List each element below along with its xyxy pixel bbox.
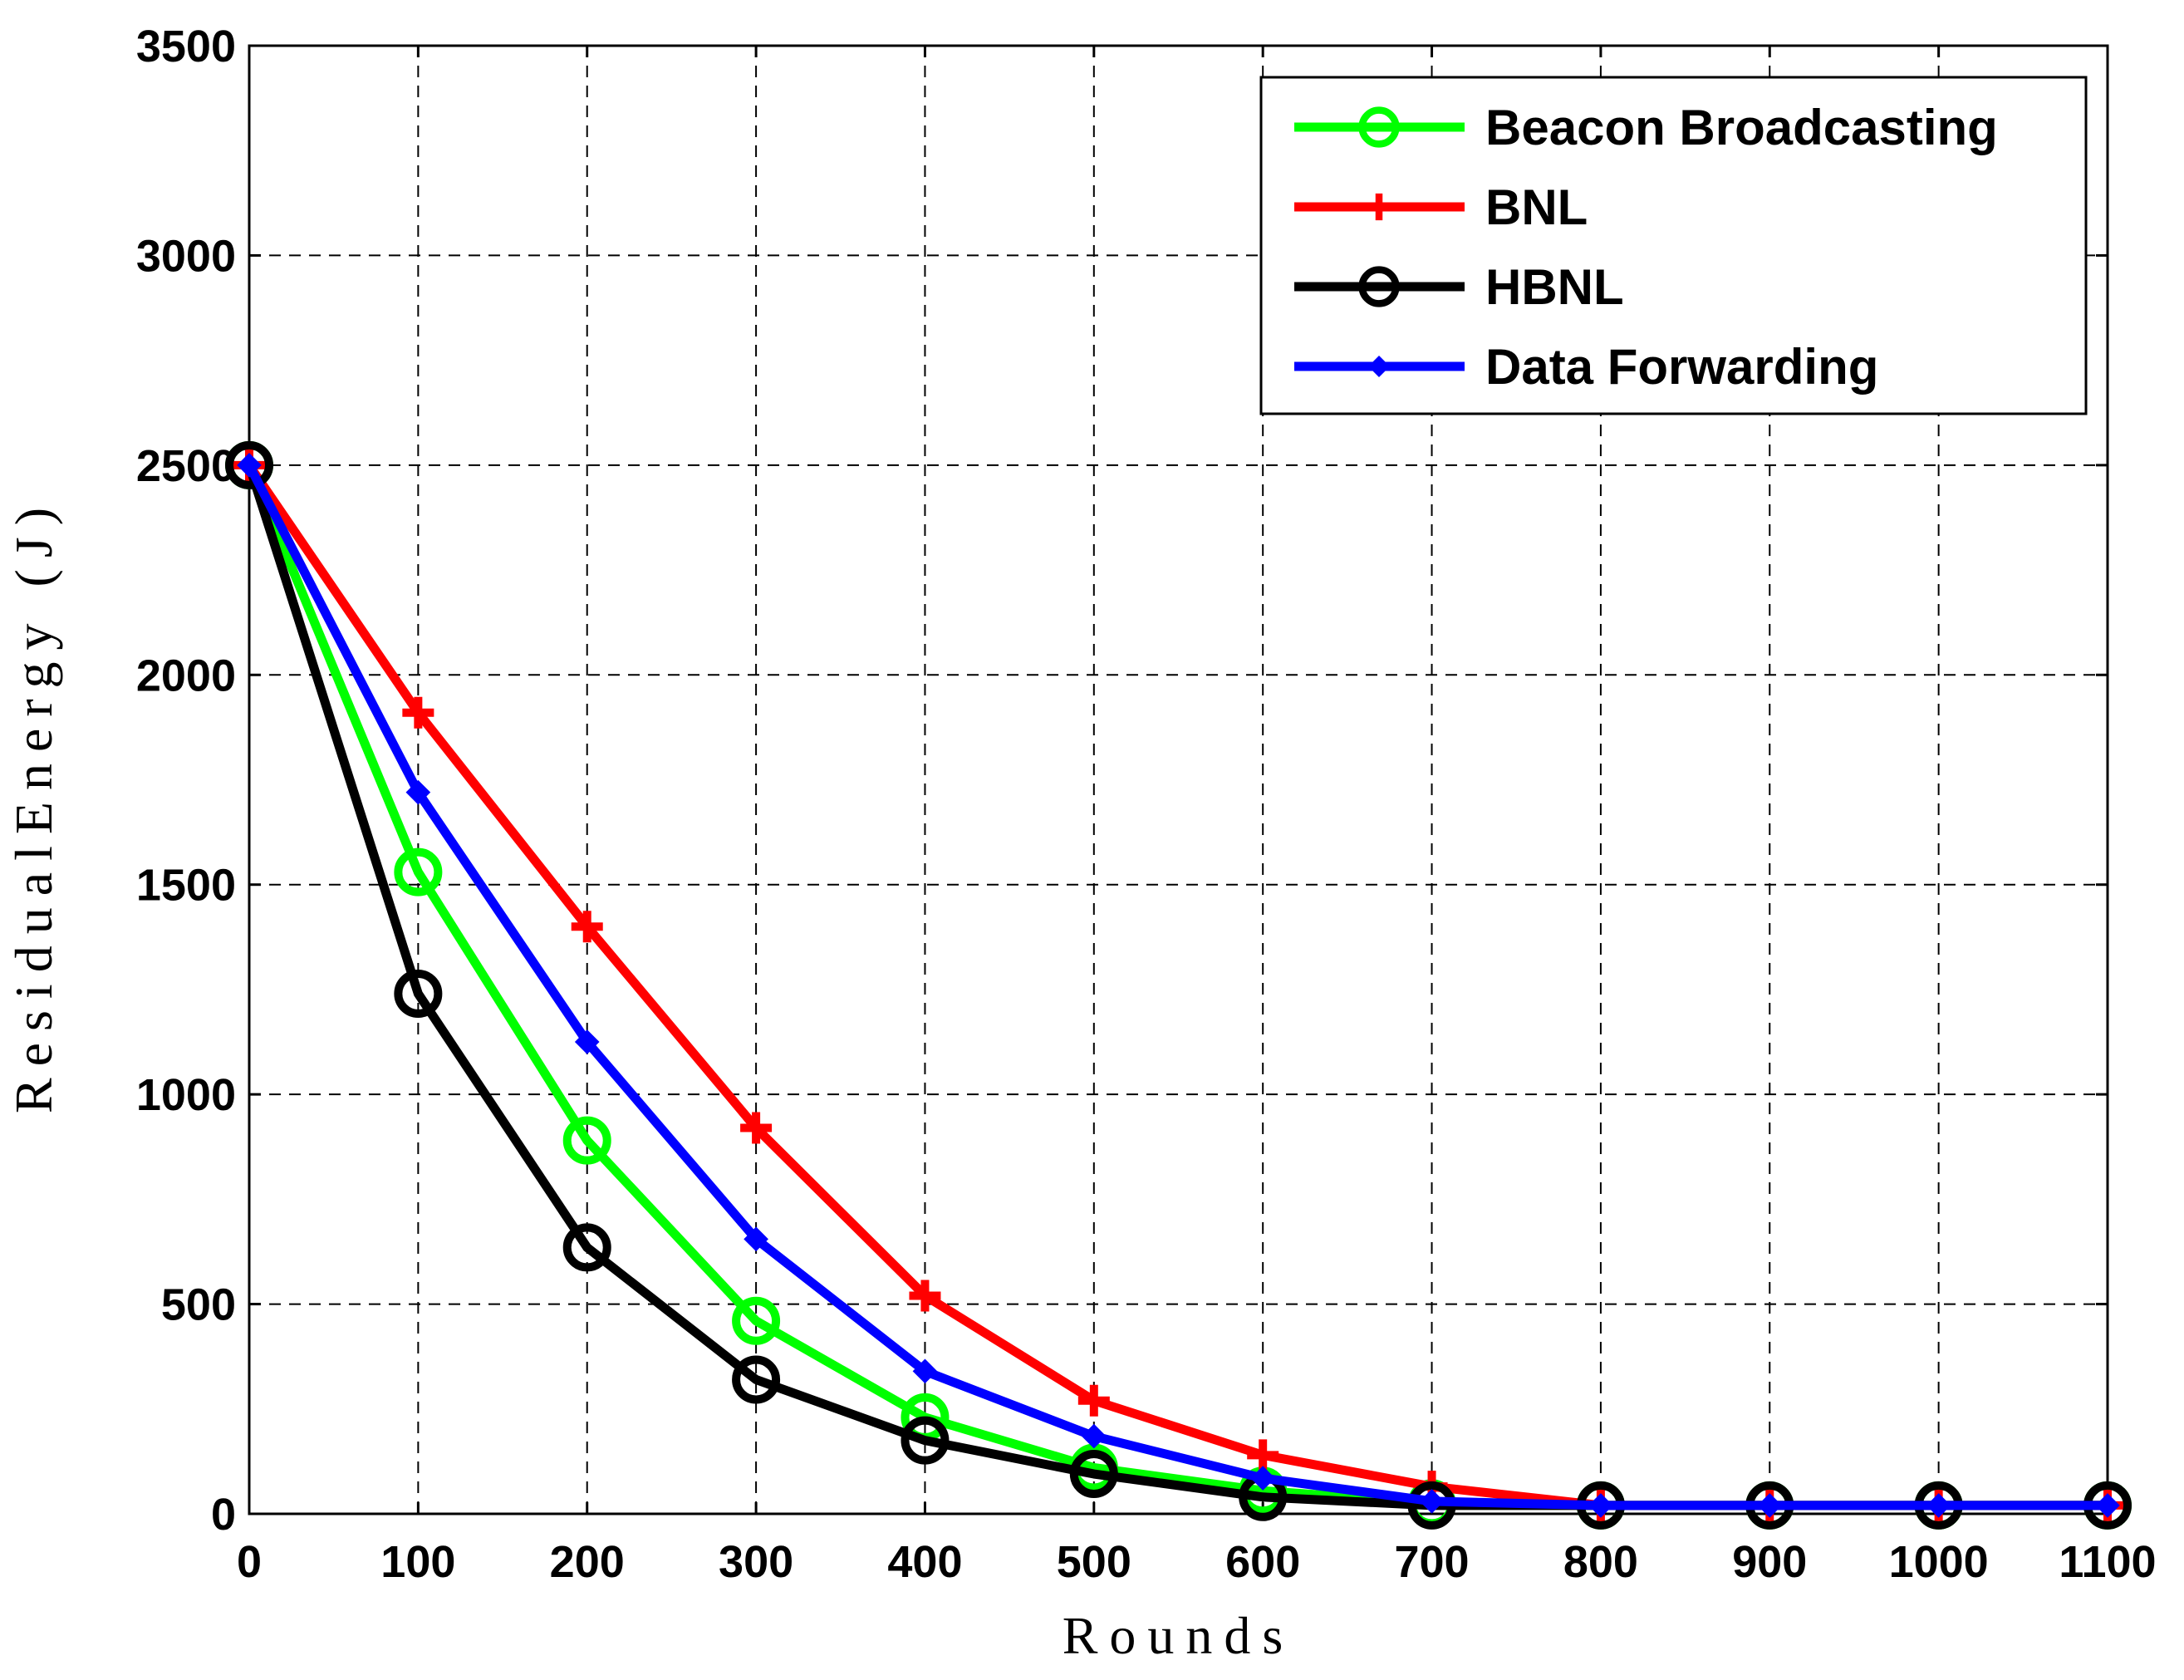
- data-point-diamond: [237, 453, 262, 478]
- data-point-circle: [562, 1116, 611, 1165]
- x-tick-label: 800: [1563, 1537, 1638, 1587]
- data-point-diamond: [1588, 1493, 1613, 1518]
- x-tick-label: 600: [1225, 1537, 1300, 1587]
- legend-box: [1259, 76, 2088, 415]
- legend-label: Beacon Broadcasting: [1485, 100, 1998, 155]
- series-lines: [225, 440, 2132, 1530]
- data-point-diamond: [405, 779, 431, 805]
- data-point-plus: [1077, 1384, 1110, 1417]
- data-point-plus: [740, 1112, 773, 1144]
- data-point-circle: [562, 1223, 611, 1272]
- legend-item: Data Forwarding: [1294, 339, 1878, 395]
- legend-item: BNL: [1294, 179, 1588, 235]
- data-point-diamond: [744, 1226, 768, 1252]
- y-tick-label: 500: [161, 1280, 236, 1330]
- data-point-plus: [1247, 1439, 1279, 1471]
- y-tick-label: 2500: [136, 441, 236, 491]
- data-point-plus: [571, 911, 603, 943]
- x-tick-label: 100: [380, 1537, 455, 1587]
- data-point-diamond: [1757, 1493, 1783, 1518]
- data-point-diamond: [2095, 1493, 2120, 1518]
- legend: Beacon Broadcasting BNL HBNL Data Forwardin…: [1259, 76, 2088, 415]
- data-point-diamond: [1367, 355, 1391, 378]
- y-tick-label: 0: [211, 1490, 236, 1540]
- legend-label: Data Forwarding: [1485, 339, 1878, 395]
- data-point-plus: [909, 1280, 941, 1312]
- y-tick-label: 3500: [136, 22, 236, 71]
- data-point-circle: [1358, 266, 1400, 307]
- x-tick-label: 1000: [1889, 1537, 1989, 1587]
- data-point-circle: [732, 1296, 781, 1345]
- legend-label: HBNL: [1485, 259, 1624, 315]
- legend-label: BNL: [1485, 179, 1588, 235]
- y-tick-label: 1000: [136, 1070, 236, 1120]
- y-tick-label: 1500: [136, 861, 236, 911]
- data-point-diamond: [1250, 1466, 1276, 1491]
- data-point-diamond: [1081, 1423, 1107, 1449]
- x-tick-label: 300: [719, 1537, 793, 1587]
- data-point-circle: [1069, 1450, 1118, 1499]
- legend-item: Beacon Broadcasting: [1294, 100, 1998, 155]
- data-point-circle: [394, 847, 443, 896]
- data-point-circle: [732, 1355, 781, 1404]
- x-tick-label: 400: [887, 1537, 962, 1587]
- x-tick-label: 0: [237, 1537, 262, 1587]
- series-data-forwarding: [237, 453, 2120, 1518]
- data-point-circle: [225, 440, 273, 489]
- x-tick-label: 200: [550, 1537, 625, 1587]
- y-tick-label: 2000: [136, 651, 236, 700]
- x-tick-label: 700: [1394, 1537, 1469, 1587]
- series-line: [244, 460, 2113, 1511]
- data-point-circle: [901, 1416, 950, 1465]
- x-axis-label: Rounds: [1063, 1606, 1295, 1665]
- data-point-circle: [394, 969, 443, 1018]
- x-tick-label: 500: [1057, 1537, 1131, 1587]
- x-tick-label: 1100: [2059, 1537, 2156, 1587]
- data-point-plus: [1365, 193, 1393, 221]
- y-tick-label: 3000: [136, 231, 236, 281]
- x-tick-label: 900: [1732, 1537, 1807, 1587]
- data-point-diamond: [1419, 1489, 1445, 1514]
- data-point-circle: [1358, 106, 1400, 148]
- data-point-diamond: [1926, 1493, 1951, 1518]
- y-axis-label: ResidualEnergy (J): [4, 496, 63, 1113]
- legend-item: HBNL: [1294, 259, 1624, 315]
- plot-frame: [248, 44, 2109, 1515]
- data-point-plus: [402, 696, 434, 729]
- data-point-diamond: [574, 1029, 600, 1054]
- data-point-diamond: [912, 1358, 938, 1384]
- axis-ticks: 0 100 200 300 400 500 600 700 800 900 1000 1100 0 500…: [136, 22, 2157, 1587]
